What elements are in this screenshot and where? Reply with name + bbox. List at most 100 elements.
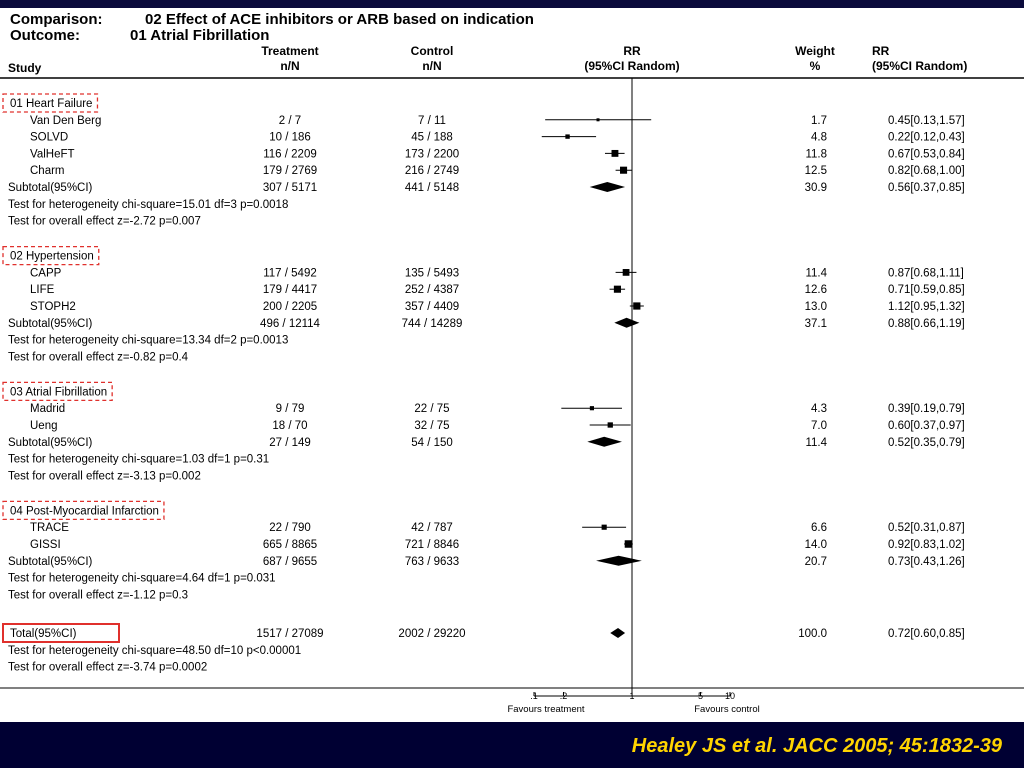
- point-estimate: [601, 524, 607, 530]
- forest-rows: 01 Heart Failure Van Den Berg 2 / 7 7 / 11 1…: [2, 78, 965, 696]
- study-control: 7 / 11: [418, 115, 446, 127]
- study-name: LIFE: [30, 284, 55, 296]
- col-rr-ci: RR: [872, 44, 890, 58]
- subtotal-weight: 20.7: [805, 556, 827, 568]
- study-control: 42 / 787: [411, 522, 453, 534]
- col-rr-sub: (95%CI Random): [584, 59, 679, 73]
- overall-effect-test: Test for overall effect z=-1.12 p=0.3: [8, 589, 188, 601]
- col-rr: RR: [623, 44, 641, 58]
- point-estimate: [596, 118, 600, 122]
- subtotal-rr: 0.88[0.66,1.19]: [888, 318, 965, 330]
- study-treatment: 116 / 2209: [263, 148, 317, 160]
- col-treatment-sub: n/N: [280, 59, 299, 73]
- subtotal-weight: 30.9: [805, 182, 827, 194]
- group-label-box: [2, 500, 165, 521]
- study-weight: 14.0: [805, 539, 827, 551]
- study-name: Charm: [30, 165, 65, 177]
- study-control: 216 / 2749: [405, 165, 459, 177]
- subtotal-control: 54 / 150: [411, 437, 453, 449]
- heterogeneity-test: Test for heterogeneity chi-square=15.01 …: [8, 199, 288, 211]
- study-treatment: 200 / 2205: [263, 301, 317, 313]
- study-treatment: 18 / 70: [272, 420, 307, 432]
- study-name: TRACE: [30, 522, 69, 534]
- total-treatment: 1517 / 27089: [256, 628, 323, 640]
- subtotal-rr: 0.56[0.37,0.85]: [888, 182, 965, 194]
- total-heterogeneity: Test for heterogeneity chi-square=48.50 …: [8, 645, 301, 657]
- group-label: 01 Heart Failure: [10, 98, 92, 110]
- subtotal-treatment: 687 / 9655: [263, 556, 317, 568]
- study-weight: 13.0: [805, 301, 827, 313]
- study-rr: 0.67[0.53,0.84]: [888, 148, 965, 160]
- study-name: STOPH2: [30, 301, 76, 313]
- favours-control-label: Favours control: [694, 704, 759, 715]
- subtotal-control: 441 / 5148: [405, 182, 459, 194]
- col-control-sub: n/N: [422, 59, 441, 73]
- point-estimate: [624, 540, 633, 548]
- study-treatment: 179 / 4417: [263, 284, 317, 296]
- citation: Healey JS et al. JACC 2005; 45:1832-39: [631, 735, 1002, 757]
- subtotal-control: 744 / 14289: [402, 318, 463, 330]
- subtotal-diamond: [596, 555, 642, 566]
- subtotal-treatment: 307 / 5171: [263, 182, 317, 194]
- total-label-box: [2, 623, 120, 643]
- study-rr: 0.22[0.12,0.43]: [888, 132, 965, 144]
- point-estimate: [622, 269, 630, 276]
- heterogeneity-test: Test for heterogeneity chi-square=13.34 …: [8, 335, 288, 347]
- point-estimate: [611, 149, 619, 157]
- study-rr: 0.52[0.31,0.87]: [888, 522, 965, 534]
- point-estimate: [613, 285, 621, 293]
- study-weight: 4.3: [811, 403, 827, 415]
- study-control: 173 / 2200: [405, 148, 459, 160]
- top-bar: [0, 0, 1024, 8]
- study-name: CAPP: [30, 267, 62, 279]
- study-weight: 11.8: [805, 148, 827, 160]
- outcome-label: Outcome:: [10, 27, 80, 44]
- study-treatment: 179 / 2769: [263, 165, 317, 177]
- point-estimate: [565, 134, 570, 139]
- x-tick-label: 10: [725, 691, 735, 701]
- study-rr: 0.60[0.37,0.97]: [888, 420, 965, 432]
- study-rr: 0.45[0.13,1.57]: [888, 115, 965, 127]
- study-weight: 11.4: [805, 267, 827, 279]
- study-treatment: 9 / 79: [276, 403, 305, 415]
- study-rr: 0.87[0.68,1.11]: [888, 267, 964, 279]
- study-control: 135 / 5493: [405, 267, 459, 279]
- subtotal-treatment: 496 / 12114: [260, 318, 321, 330]
- study-control: 357 / 4409: [405, 301, 459, 313]
- total-rr: 0.72[0.60,0.85]: [888, 628, 965, 640]
- point-estimate: [620, 166, 628, 174]
- comparison-value: 02 Effect of ACE inhibitors or ARB based…: [145, 11, 534, 28]
- x-tick-label: 1: [629, 691, 634, 701]
- subtotal-control: 763 / 9633: [405, 556, 459, 568]
- group-label: 04 Post-Myocardial Infarction: [10, 505, 159, 517]
- col-weight: Weight: [795, 44, 835, 58]
- x-tick-label: 5: [698, 691, 703, 701]
- study-weight: 7.0: [811, 420, 827, 432]
- col-rr-ci-sub: (95%CI Random): [872, 59, 967, 73]
- col-weight-sub: %: [810, 59, 821, 73]
- group-label-box: [2, 381, 113, 402]
- point-estimate: [589, 406, 594, 411]
- subtotal-rr: 0.52[0.35,0.79]: [888, 437, 965, 449]
- subtotal-label: Subtotal(95%CI): [8, 437, 93, 449]
- study-name: SOLVD: [30, 132, 68, 144]
- study-control: 32 / 75: [414, 420, 449, 432]
- total-weight: 100.0: [798, 628, 827, 640]
- study-rr: 0.92[0.83,1.02]: [888, 539, 965, 551]
- study-treatment: 22 / 790: [269, 522, 311, 534]
- study-name: Van Den Berg: [30, 115, 101, 127]
- group-label: 03 Atrial Fibrillation: [10, 386, 107, 398]
- overall-effect-test: Test for overall effect z=-2.72 p=0.007: [8, 216, 201, 228]
- study-name: ValHeFT: [30, 148, 75, 160]
- subtotal-weight: 37.1: [805, 318, 827, 330]
- subtotal-label: Subtotal(95%CI): [8, 182, 93, 194]
- subtotal-label: Subtotal(95%CI): [8, 556, 93, 568]
- subtotal-label: Subtotal(95%CI): [8, 318, 93, 330]
- study-weight: 12.5: [805, 165, 827, 177]
- subtotal-treatment: 27 / 149: [269, 437, 311, 449]
- comparison-label: Comparison:: [10, 11, 103, 28]
- subtotal-diamond: [589, 182, 626, 192]
- group-label-box: [2, 245, 100, 266]
- overall-effect-test: Test for overall effect z=-3.13 p=0.002: [8, 470, 201, 482]
- heterogeneity-test: Test for heterogeneity chi-square=4.64 d…: [8, 573, 276, 585]
